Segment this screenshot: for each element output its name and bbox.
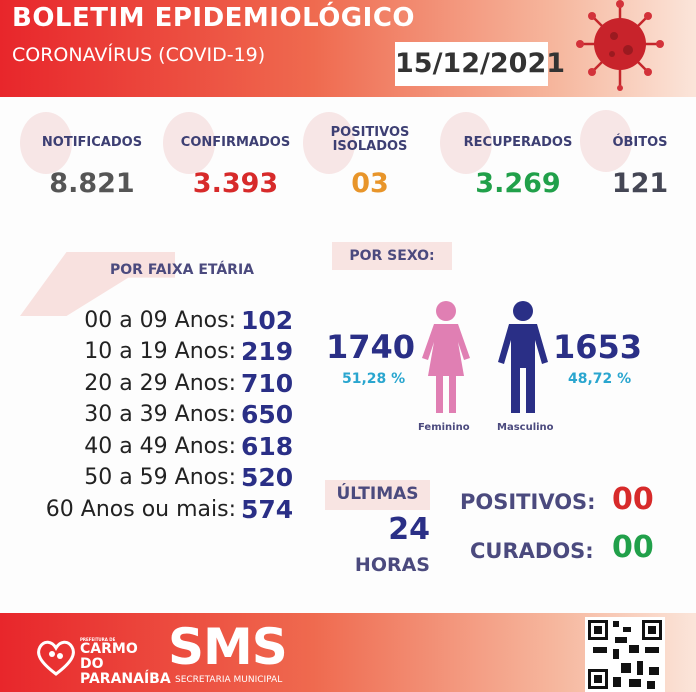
age-range-count: 710 [241, 368, 294, 398]
stat-bubble [20, 112, 72, 174]
last24-curados-value: 00 [612, 530, 654, 565]
page-subtitle: CORONAVÍRUS (COVID-19) [12, 44, 266, 66]
sex-section-title: POR SEXO: [332, 242, 452, 270]
age-range-label: 10 a 19 Anos: [84, 339, 236, 364]
stat-value-recuperados: 3.269 [475, 168, 561, 199]
stat-label-recuperados: RECUPERADOS [463, 135, 573, 150]
age-row: 00 a 09 Anos: 102 [0, 305, 293, 335]
last24-hours-label: HORAS [354, 554, 430, 576]
male-label: Masculino [497, 422, 554, 433]
stat-label-confirmados: CONFIRMADOS [180, 135, 291, 150]
stat-bubble [303, 112, 355, 174]
footer-banner [0, 613, 696, 692]
age-range-label: 30 a 39 Anos: [84, 402, 236, 427]
heart-logo-icon [37, 640, 75, 676]
stat-value-positivos-isolados: 03 [351, 168, 389, 199]
last24-hours-number: 24 [388, 512, 430, 547]
male-figure-icon [498, 301, 548, 413]
last24-positivos-label: POSITIVOS: [460, 490, 596, 514]
age-row: 20 a 29 Anos: 710 [0, 368, 293, 398]
stat-label-positivos-isolados: POSITIVOS ISOLADOS [330, 125, 410, 154]
age-range-count: 520 [241, 463, 294, 492]
age-range-label: 60 Anos ou mais: [45, 496, 236, 522]
age-row: 40 a 49 Anos: 618 [0, 431, 293, 461]
age-range-count: 102 [241, 305, 294, 335]
age-row: 50 a 59 Anos: 520 [0, 463, 293, 493]
male-percent: 48,72 % [568, 371, 632, 387]
age-row: 10 a 19 Anos: 219 [0, 337, 293, 367]
stat-value-notificados: 8.821 [49, 168, 135, 199]
age-section-title: POR FAIXA ETÁRIA [110, 262, 255, 278]
last24-title: ÚLTIMAS [336, 484, 419, 504]
age-range-count: 618 [241, 431, 294, 461]
last24-curados-label: CURADOS: [470, 539, 594, 563]
last24-header-bg [325, 480, 430, 510]
stat-bubble [580, 110, 632, 172]
stat-label-notificados: NOTIFICADOS [41, 135, 143, 150]
female-label: Feminino [418, 422, 470, 433]
sms-logo: SMS [168, 618, 288, 676]
female-count: 1740 [326, 328, 416, 366]
stat-bubble [440, 112, 492, 174]
header-banner [0, 0, 696, 97]
male-count: 1653 [553, 328, 643, 366]
secretaria-text: SECRETARIA MUNICIPAL [175, 675, 283, 685]
stat-value-obitos: 121 [611, 168, 669, 199]
stat-value-confirmados: 3.393 [192, 168, 279, 199]
page-title: BOLETIM EPIDEMIOLÓGICO [12, 3, 416, 33]
qr-code-icon [585, 617, 665, 692]
age-range-label: 50 a 59 Anos: [84, 465, 236, 490]
female-figure-icon [422, 301, 470, 413]
stat-label-obitos: ÓBITOS [612, 135, 668, 150]
age-range-label: 00 a 09 Anos: [84, 307, 236, 333]
age-range-count: 574 [241, 494, 294, 524]
city-name: CARMO DO PARANAÍBA [80, 641, 171, 687]
age-range-label: 40 a 49 Anos: [84, 433, 236, 459]
stat-bubble [163, 112, 215, 174]
age-range-count: 650 [241, 400, 294, 429]
age-row: 30 a 39 Anos: 650 [0, 400, 293, 430]
age-range-count: 219 [241, 337, 294, 366]
last24-positivos-value: 00 [612, 482, 654, 517]
city-prefix: PREFEITURA DE [80, 637, 116, 642]
date-badge: 15/12/2021 [395, 42, 565, 86]
age-row: 60 Anos ou mais: 574 [0, 494, 293, 524]
female-percent: 51,28 % [342, 371, 406, 387]
virus-icon [576, 0, 664, 91]
age-range-label: 20 a 29 Anos: [84, 370, 236, 396]
